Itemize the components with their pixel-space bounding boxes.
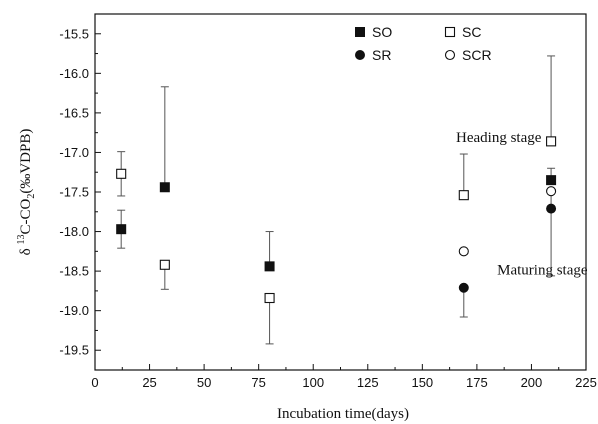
y-tick-label: -16.0	[59, 66, 89, 81]
x-tick-label: 75	[251, 375, 265, 390]
marker-so	[116, 224, 127, 235]
error-bars	[117, 55, 556, 345]
x-tick-label: 25	[142, 375, 156, 390]
marker-sc	[546, 136, 557, 147]
legend-marker-so	[355, 27, 365, 37]
annotation-label: Heading stage	[456, 130, 542, 146]
marker-so	[264, 261, 275, 272]
marker-sc	[116, 168, 127, 179]
marker-sc	[458, 190, 469, 201]
annotations: Heading stage Maturing stage	[456, 130, 588, 278]
error-bar-so	[265, 231, 274, 267]
y-tick-label: -18.0	[59, 224, 89, 239]
y-axis-title-prefix: δ	[18, 245, 34, 256]
y-axis-title-mid: C-CO	[18, 199, 34, 235]
marker-scr	[458, 246, 469, 257]
marker-so	[546, 175, 557, 186]
legend-label-sc: SC	[462, 24, 481, 40]
y-axis-title-sub: 2	[26, 194, 37, 199]
x-tick-label: 175	[466, 375, 488, 390]
marker-sc	[264, 292, 275, 304]
x-axis-ticks: 0 25 50 75 100 125 150 175 200 225	[91, 364, 597, 390]
marker-sr	[458, 282, 469, 293]
y-axis-title-suffix: (‰VDPB)	[18, 129, 34, 194]
x-tick-label: 200	[521, 375, 543, 390]
x-tick-label: 50	[197, 375, 211, 390]
legend-marker-sc	[444, 26, 456, 38]
y-tick-label: -17.0	[59, 145, 89, 160]
legend-marker-scr	[444, 49, 456, 61]
marker-so	[159, 182, 170, 193]
y-tick-label: -19.0	[59, 303, 89, 318]
x-axis-title: Incubation time(days)	[277, 406, 409, 422]
legend-marker-sr	[355, 50, 365, 60]
y-axis-title: δ 13C-CO2(‰VDPB)	[16, 129, 37, 256]
y-axis-ticks: -15.5 -16.0 -16.5 -17.0 -17.5 -18.0 -18.5 -19.0…	[59, 13, 101, 358]
error-bar-sc	[265, 298, 274, 345]
y-tick-label: -17.5	[59, 185, 89, 200]
error-bar-sc	[459, 153, 468, 196]
data-markers	[116, 136, 557, 304]
legend-label-so: SO	[372, 24, 392, 40]
marker-scr	[546, 186, 557, 197]
y-axis-title-sup: 13	[16, 235, 27, 245]
x-tick-label: 100	[302, 375, 324, 390]
marker-sr	[546, 203, 557, 214]
x-tick-label: 125	[357, 375, 379, 390]
error-bar-so	[160, 86, 169, 188]
error-bar-sc	[547, 55, 556, 142]
x-tick-label: 150	[411, 375, 433, 390]
x-tick-label: 225	[575, 375, 597, 390]
annotation-label: Maturing stage	[497, 262, 588, 278]
y-tick-label: -16.5	[59, 105, 89, 120]
marker-sc	[159, 259, 170, 270]
x-tick-label: 0	[91, 375, 98, 390]
y-tick-label: -18.5	[59, 264, 89, 279]
legend-label-scr: SCR	[462, 47, 492, 63]
y-tick-label: -19.5	[59, 343, 89, 358]
y-tick-label: -15.5	[59, 26, 89, 41]
legend: SO SC SR SCR	[355, 24, 492, 63]
legend-label-sr: SR	[372, 47, 391, 63]
